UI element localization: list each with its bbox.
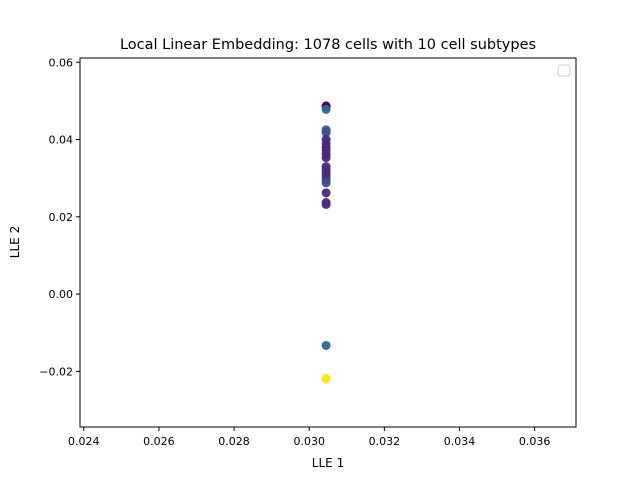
x-tick-label: 0.026 (143, 435, 175, 448)
plot-area-frame (79, 57, 577, 428)
y-tick-label: −0.02 (39, 365, 73, 378)
data-point (321, 178, 331, 188)
data-point (321, 199, 331, 209)
x-tick-label: 0.036 (519, 435, 551, 448)
x-axis-ticks: 0.024 0.026 0.028 0.030 0.032 0.034 0.036 (68, 427, 550, 448)
y-tick-label: 0.04 (49, 134, 74, 147)
y-axis-label: LLE 2 (8, 226, 22, 258)
data-point (321, 104, 331, 114)
data-point (321, 153, 331, 163)
x-axis-label: LLE 1 (312, 456, 344, 470)
data-point (321, 374, 331, 384)
y-tick-label: 0.02 (49, 211, 74, 224)
y-tick-label: 0.06 (49, 56, 74, 69)
x-tick-label: 0.030 (293, 435, 325, 448)
x-tick-label: 0.032 (369, 435, 401, 448)
y-tick-label: 0.00 (49, 288, 74, 301)
x-tick-label: 0.034 (444, 435, 476, 448)
data-point (321, 128, 331, 138)
x-tick-label: 0.028 (218, 435, 250, 448)
x-tick-label: 0.024 (68, 435, 100, 448)
y-axis-ticks: −0.02 0.00 0.02 0.04 0.06 (39, 56, 80, 378)
data-points (321, 101, 331, 384)
chart-title: Local Linear Embedding: 1078 cells with … (120, 37, 536, 53)
data-point (321, 340, 331, 350)
data-point (321, 188, 331, 198)
legend-box (557, 64, 571, 77)
